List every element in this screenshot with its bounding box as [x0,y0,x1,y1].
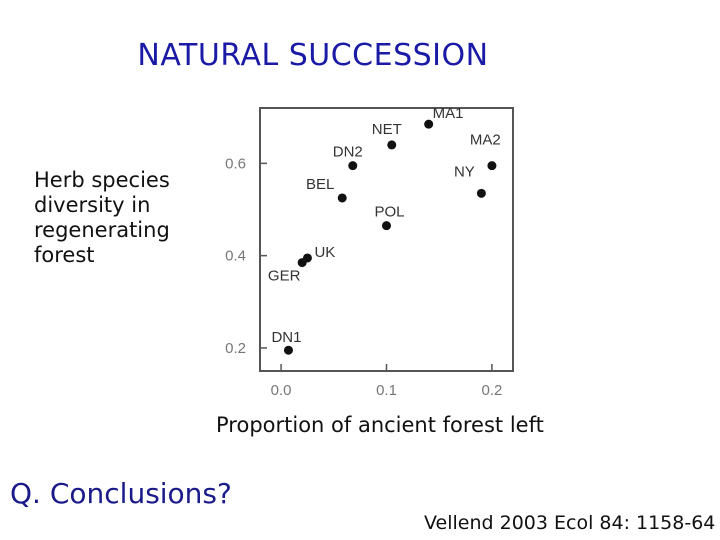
x-tick-label: 0.0 [271,382,292,396]
point-label: POL [374,204,404,221]
point-label: DN2 [333,144,363,161]
point-label: DN1 [271,329,301,346]
point-label: GER [268,268,301,285]
point-label: MA2 [470,132,501,149]
point-label: MA1 [433,105,464,122]
scatter-plot: 0.2 0.4 0.6 0.0 0.1 0.2 MA1 NET DN2 MA2 NY BEL POL UK… [225,105,514,396]
y-tick-label: 0.4 [225,248,246,265]
data-point [487,161,497,171]
data-point [297,258,307,268]
y-tick-label: 0.2 [225,340,246,357]
data-point [424,119,434,129]
y-axis-label: Herb species diversity in regenerating f… [34,168,170,267]
x-tick-label: 0.2 [481,382,502,396]
slide-title: NATURAL SUCCESSION [137,38,489,73]
question-text: Q. Conclusions? [10,477,232,510]
data-point [348,161,358,171]
data-point [476,188,486,198]
data-point [337,193,347,203]
point-label: BEL [306,176,334,193]
point-label: UK [314,244,335,261]
y-tick-label: 0.6 [225,155,246,172]
citation-text: Vellend 2003 Ecol 84: 1158-64 [424,512,716,534]
x-tick-label: 0.1 [376,382,397,396]
x-axis-label: Proportion of ancient forest left [216,413,544,437]
data-point [387,140,397,150]
point-label: NY [454,163,475,180]
data-point [382,221,391,231]
point-label: NET [372,121,402,138]
data-point [283,345,293,355]
